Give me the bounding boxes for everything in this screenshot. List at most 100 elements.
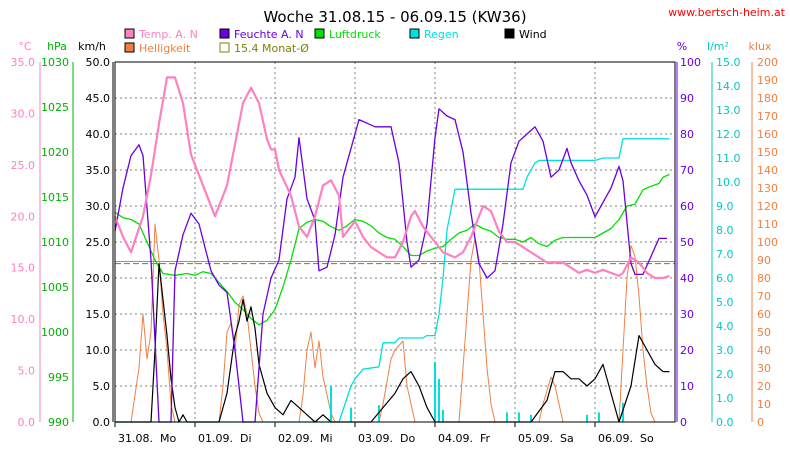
axis-tick-label: 1010 [41, 236, 69, 249]
axis-tick-label: 14.0 [716, 80, 741, 93]
axis-tick-label: 20 [680, 344, 694, 357]
axis-tick-label: 1.0 [716, 392, 734, 405]
axis-tick-label: 50 [680, 236, 694, 249]
legend-label: 15.4 Monat-Ø [234, 42, 309, 55]
source-link[interactable]: www.bertsch-heim.at [668, 6, 786, 19]
axis-tick-label: 50 [757, 326, 771, 339]
plot-border [114, 61, 676, 423]
axis-tick-label: 8.0 [716, 224, 734, 237]
x-axis-tick-label: 05.09. Sa [518, 432, 574, 445]
axis-tick-label: 30 [757, 362, 771, 375]
legend-label: Temp. A. N [138, 28, 198, 41]
axis-tick-label: 20 [757, 380, 771, 393]
axis-tick-label: 1015 [41, 191, 69, 204]
axis-tick-label: 160 [757, 128, 778, 141]
axis-tick-label: 70 [680, 164, 694, 177]
axis-tick-label: 90 [757, 254, 771, 267]
axis-tick-label: 30.0 [86, 200, 111, 213]
axis-tick-label: 150 [757, 146, 778, 159]
axis-unit-label: klux [749, 40, 772, 53]
axis-tick-label: 170 [757, 110, 778, 123]
axis-tick-label: 40.0 [86, 128, 111, 141]
x-axis-tick-label: 04.09. Fr [438, 432, 491, 445]
axis-tick-label: 1030 [41, 56, 69, 69]
axis-tick-label: 200 [757, 56, 778, 69]
axis-tick-label: 45.0 [86, 92, 111, 105]
axis-tick-label: 35.0 [11, 56, 36, 69]
legend-label: Feuchte A. N [234, 28, 304, 41]
axis-tick-label: 190 [757, 74, 778, 87]
legend-swatch [124, 42, 135, 53]
axis-unit-label: hPa [47, 40, 67, 53]
axis-tick-label: 110 [757, 218, 778, 231]
legend-label: Helligkeit [139, 42, 191, 55]
axis-tick-label: 30.0 [11, 107, 36, 120]
axis-tick-label: 11.0 [716, 152, 741, 165]
legend-label: Wind [519, 28, 547, 41]
axis-tick-label: 5.0 [716, 296, 734, 309]
axis-tick-label: 1020 [41, 146, 69, 159]
axis-tick-label: 120 [757, 200, 778, 213]
axis-tick-label: 100 [757, 236, 778, 249]
axis-tick-label: 995 [48, 371, 69, 384]
axis-tick-label: 12.0 [716, 128, 741, 141]
axis-tick-label: 180 [757, 92, 778, 105]
axis-tick-label: 60 [757, 308, 771, 321]
axis-tick-label: 1000 [41, 326, 69, 339]
axis-tick-label: 15.0 [716, 56, 741, 69]
axis-tick-label: 0.0 [93, 416, 111, 429]
axis-tick-label: 7.0 [716, 248, 734, 261]
axis-tick-label: 40 [757, 344, 771, 357]
source-link-text: www.bertsch-heim.at [668, 6, 786, 19]
axis-tick-label: 20.0 [11, 210, 36, 223]
axis-tick-label: 0 [680, 416, 687, 429]
x-axis-tick-label: 01.09. Di [198, 432, 252, 445]
axis-tick-label: 9.0 [716, 200, 734, 213]
x-axis-tick-label: 03.09. Do [358, 432, 415, 445]
axis-tick-label: 10 [680, 380, 694, 393]
axis-tick-label: 60 [680, 200, 694, 213]
legend-swatch [124, 28, 135, 39]
axis-tick-label: 1005 [41, 281, 69, 294]
series-line [114, 108, 667, 423]
axis-tick-label: 10.0 [11, 313, 36, 326]
axis-tick-label: 25.0 [86, 236, 111, 249]
axis-unit-label: % [677, 40, 687, 53]
axis-unit-label: l/m² [707, 40, 729, 53]
axis-tick-label: 10.0 [716, 176, 741, 189]
axis-tick-label: 15.0 [11, 262, 36, 275]
axis-tick-label: 1025 [41, 101, 69, 114]
axis-tick-label: 140 [757, 164, 778, 177]
legend-label: Regen [424, 28, 459, 41]
axis-tick-label: 13.0 [716, 104, 741, 117]
axis-tick-label: 30 [680, 308, 694, 321]
axis-tick-label: 0.0 [716, 416, 734, 429]
x-axis-tick-label: 02.09. Mi [278, 432, 333, 445]
axis-tick-label: 990 [48, 416, 69, 429]
axis-unit-labels: °C hPa km/h% l/m² klux [18, 40, 772, 53]
axis-tick-label: 100 [680, 56, 701, 69]
axis-tick-label: 80 [680, 128, 694, 141]
axis-tick-label: 50.0 [86, 56, 111, 69]
chart-title: Woche 31.08.15 - 06.09.15 (KW36) [263, 8, 526, 26]
axis-tick-label: 15.0 [86, 308, 111, 321]
legend-swatch [314, 28, 325, 39]
legend-label: Luftdruck [329, 28, 381, 41]
axis-tick-label: 90 [680, 92, 694, 105]
axis-tick-label: 3.0 [716, 344, 734, 357]
axis-unit-label: km/h [78, 40, 106, 53]
x-axis-tick-label: 06.09. So [598, 432, 654, 445]
axis-tick-label: 2.0 [716, 368, 734, 381]
x-axis-tick-label: 31.08. Mo [118, 432, 176, 445]
legend-swatch [219, 28, 230, 39]
axis-tick-label: 4.0 [716, 320, 734, 333]
axis-tick-label: 25.0 [11, 159, 36, 172]
axis-tick-label: 10.0 [86, 344, 111, 357]
axis-tick-label: 0 [757, 416, 764, 429]
chart-grid [115, 62, 675, 422]
axis-unit-label: °C [18, 40, 32, 53]
axis-tick-label: 5.0 [93, 380, 111, 393]
axis-tick-label: 5.0 [18, 365, 36, 378]
axis-tick-label: 10 [757, 398, 771, 411]
